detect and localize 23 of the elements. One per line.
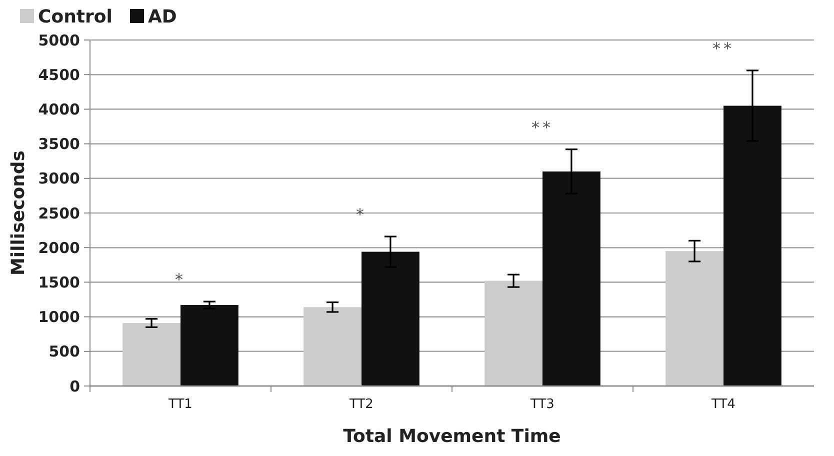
y-tick-label: 500 — [48, 342, 80, 361]
annotation: * — [175, 270, 186, 290]
y-tick-label: 4000 — [38, 100, 80, 118]
y-tick-label: 3000 — [38, 170, 80, 188]
x-tick-label: TT1 — [168, 397, 192, 412]
legend-label: AD — [148, 6, 177, 28]
x-axis-title: Total Movement Time — [343, 426, 561, 447]
x-tick-label: TT2 — [348, 397, 374, 412]
y-tick-label: 3500 — [38, 135, 80, 154]
annotation: ** — [712, 39, 734, 58]
legend-label: Control — [38, 6, 112, 28]
y-axis-title: Milliseconds — [8, 150, 29, 276]
y-tick-label: 5000 — [38, 31, 80, 50]
annotation: ** — [532, 118, 554, 137]
x-tick-label: TT3 — [530, 397, 554, 412]
y-tick-label: 0 — [70, 377, 80, 396]
x-tick-label: TT4 — [710, 397, 736, 412]
y-tick-label: 1500 — [38, 273, 80, 292]
y-tick-label: 1000 — [38, 308, 80, 326]
y-tick-label: 4500 — [38, 66, 80, 84]
y-tick-label: 2000 — [38, 238, 80, 257]
y-tick-label: 2500 — [38, 204, 80, 222]
annotation: * — [356, 205, 367, 224]
